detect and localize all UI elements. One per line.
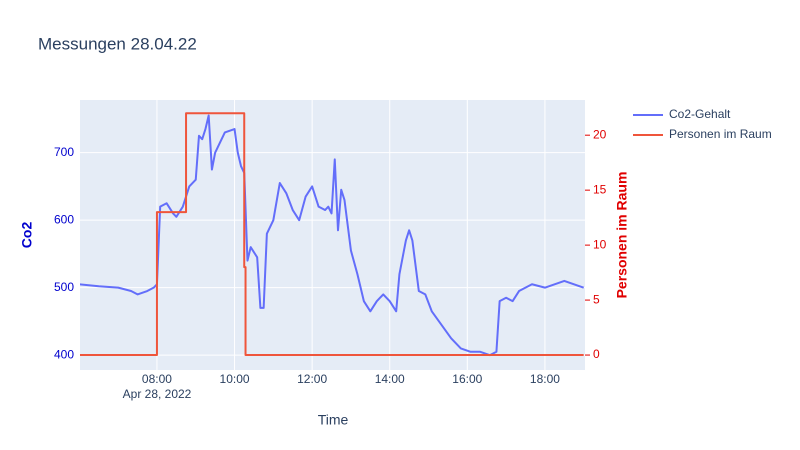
y-tick-label: 700	[54, 145, 74, 159]
x-tick-label: 16:00	[452, 372, 482, 386]
y2-tick-label: 5	[593, 292, 600, 306]
legend-label: Personen im Raum	[669, 127, 772, 141]
x-tick-label: 08:00	[142, 372, 172, 386]
x-tick-label: 14:00	[375, 372, 405, 386]
lines	[80, 112, 585, 357]
y2-tick-label: 0	[593, 347, 600, 361]
legend-label: Co2-Gehalt	[669, 107, 731, 121]
series-line	[80, 112, 584, 357]
y2-tick-label: 15	[593, 182, 607, 196]
x-tick-label: 18:00	[530, 372, 560, 386]
x-axis-title: Time	[318, 412, 349, 428]
y2-tick-label: 20	[593, 127, 607, 141]
y2-axis-title: Personen im Raum	[614, 172, 630, 299]
y-tick-label: 400	[54, 347, 74, 361]
plot-background	[80, 100, 585, 370]
y-tick-label: 500	[54, 280, 74, 294]
y2-tick-label: 10	[593, 237, 607, 251]
chart-title: Messungen 28.04.22	[38, 34, 197, 53]
y-axis-title: Co2	[19, 222, 35, 249]
x-date-label: Apr 28, 2022	[123, 387, 192, 401]
x-tick-label: 12:00	[297, 372, 327, 386]
series-line	[80, 114, 585, 357]
x-tick-label: 10:00	[220, 372, 250, 386]
y-tick-label: 600	[54, 212, 74, 226]
